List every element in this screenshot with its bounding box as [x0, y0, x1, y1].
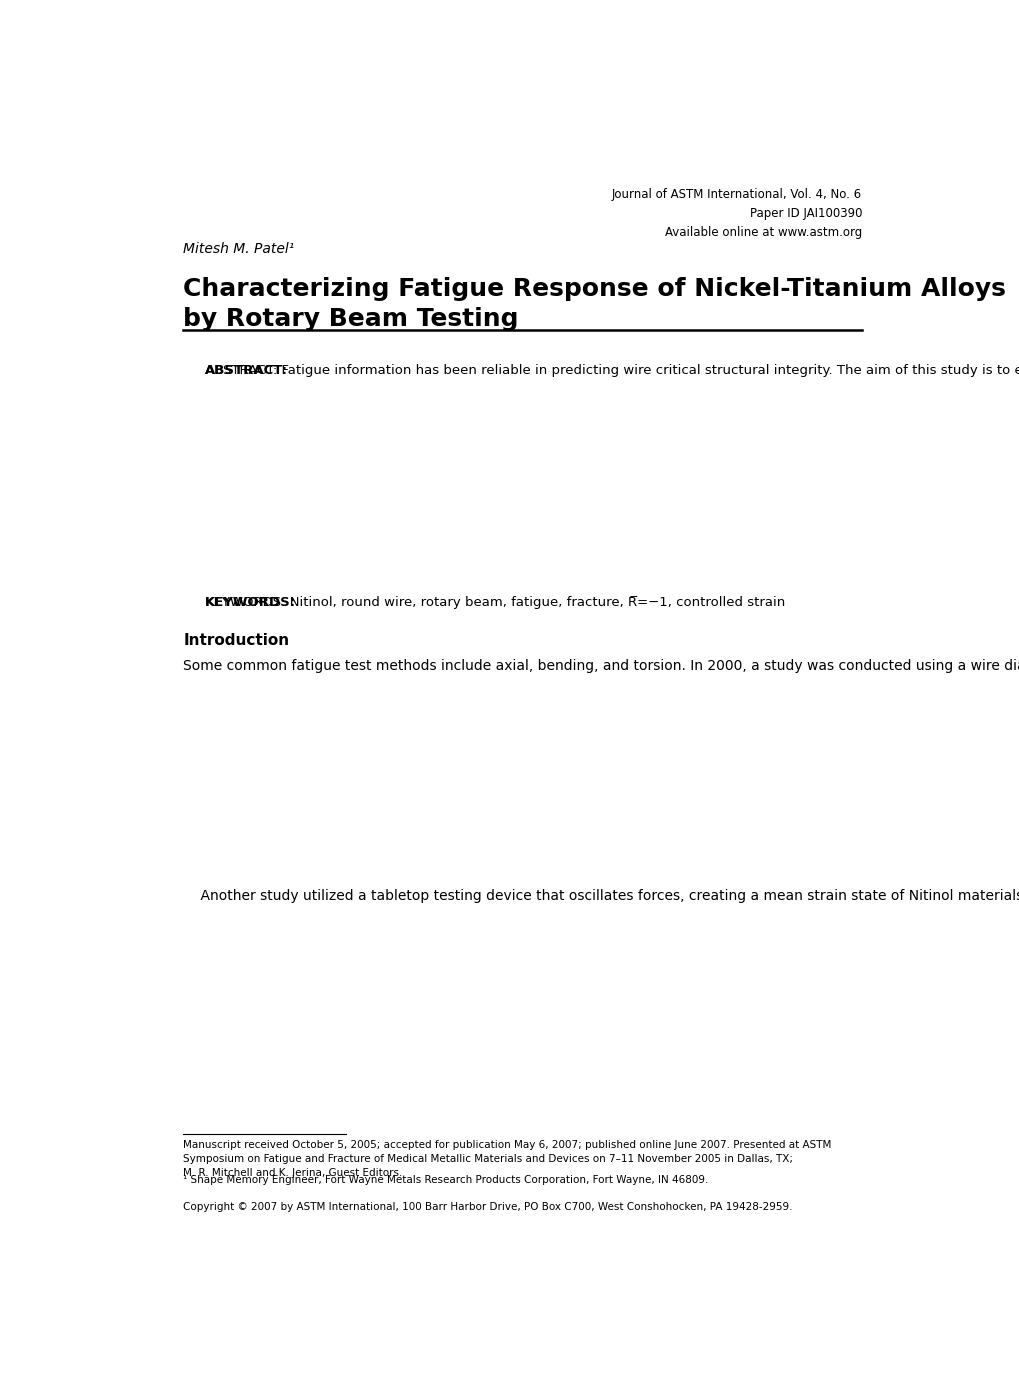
- Text: KEYWORDS: Nitinol, round wire, rotary beam, fatigue, fracture, R̅=−1, controlled: KEYWORDS: Nitinol, round wire, rotary be…: [205, 596, 785, 609]
- Text: ABSTRACT:: ABSTRACT:: [205, 364, 287, 376]
- Text: Another study utilized a tabletop testing device that oscillates forces, creatin: Another study utilized a tabletop testin…: [183, 889, 1019, 903]
- Text: Manuscript received October 5, 2005; accepted for publication May 6, 2007; publi: Manuscript received October 5, 2005; acc…: [183, 1140, 830, 1178]
- Text: Introduction: Introduction: [183, 633, 289, 649]
- Text: Journal of ASTM International, Vol. 4, No. 6
Paper ID JAI100390
Available online: Journal of ASTM International, Vol. 4, N…: [611, 188, 861, 239]
- Text: Characterizing Fatigue Response of Nickel-Titanium Alloys: Characterizing Fatigue Response of Nicke…: [183, 276, 1005, 301]
- Text: KEYWORDS:: KEYWORDS:: [205, 596, 296, 609]
- Text: by Rotary Beam Testing: by Rotary Beam Testing: [183, 308, 519, 331]
- Text: Mitesh M. Patel¹: Mitesh M. Patel¹: [183, 242, 294, 256]
- Text: Some common fatigue test methods include axial, bending, and torsion. In 2000, a: Some common fatigue test methods include…: [183, 660, 1019, 673]
- Text: Copyright © 2007 by ASTM International, 100 Barr Harbor Drive, PO Box C700, West: Copyright © 2007 by ASTM International, …: [183, 1202, 792, 1212]
- Text: ABSTRACT: Fatigue information has been reliable in predicting wire critical stru: ABSTRACT: Fatigue information has been r…: [205, 364, 1019, 376]
- Text: ¹ Shape Memory Engineer, Fort Wayne Metals Research Products Corporation, Fort W: ¹ Shape Memory Engineer, Fort Wayne Meta…: [183, 1175, 708, 1186]
